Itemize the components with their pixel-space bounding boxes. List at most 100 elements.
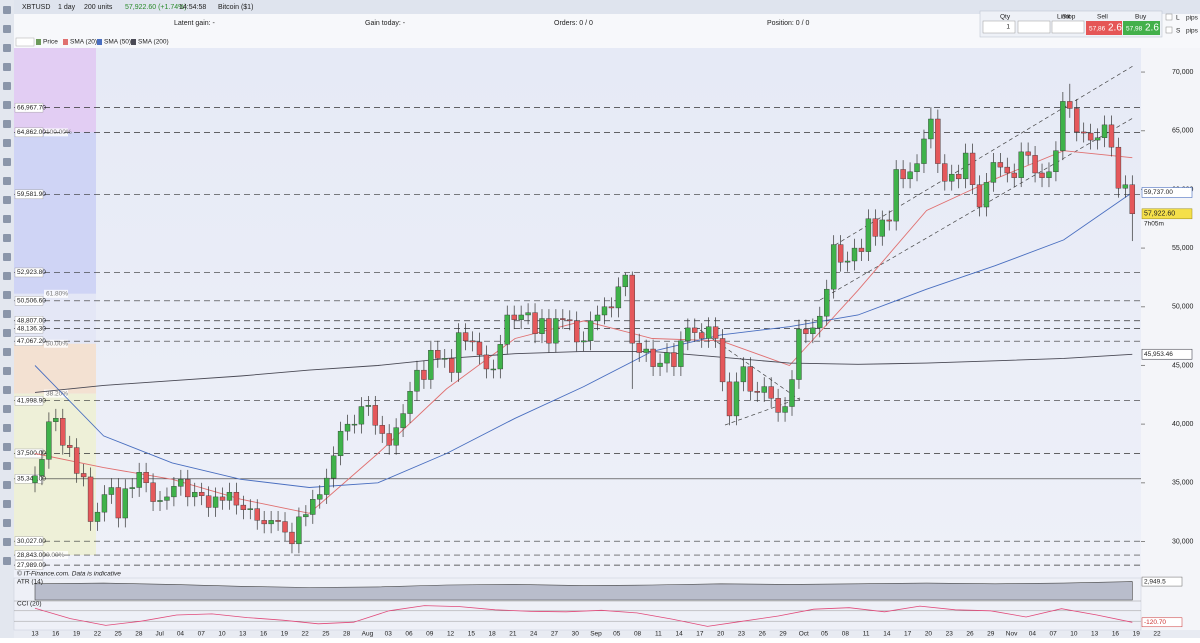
- tool-icon[interactable]: [3, 44, 11, 52]
- candle-body: [46, 421, 52, 460]
- candle-body: [80, 473, 87, 478]
- candle-body: [837, 244, 844, 263]
- fib-label-box: [44, 389, 68, 398]
- candle-body: [198, 491, 205, 496]
- candle-body: [476, 341, 483, 356]
- x-tick-label: 23: [738, 631, 746, 638]
- level-label-box: [14, 536, 44, 546]
- tool-icon[interactable]: [3, 82, 11, 90]
- candle-body: [824, 288, 830, 317]
- tool-icon[interactable]: [3, 348, 11, 356]
- candle-body: [733, 381, 740, 417]
- legend-swatch: [131, 39, 136, 45]
- buy-pips: 2.6: [1145, 23, 1159, 34]
- level-label: 48,807.00: [17, 317, 46, 324]
- tool-icon[interactable]: [3, 291, 11, 299]
- candle-body: [469, 340, 476, 343]
- tool-icon[interactable]: [3, 139, 11, 147]
- candle-body: [330, 455, 337, 479]
- tool-icon[interactable]: [3, 272, 11, 280]
- candle-body: [157, 500, 163, 502]
- candle-body: [32, 475, 38, 484]
- candle-body: [310, 499, 316, 515]
- legend-entry[interactable]: SMA (200): [138, 39, 169, 46]
- units[interactable]: 200 units: [84, 4, 113, 11]
- x-tick-label: 19: [73, 631, 81, 638]
- tool-icon[interactable]: [3, 386, 11, 394]
- tool-icon[interactable]: [3, 120, 11, 128]
- s-checkbox[interactable]: [1165, 26, 1173, 34]
- candle-body: [768, 386, 774, 399]
- s-label: S: [1176, 28, 1181, 35]
- interval[interactable]: 1 day: [58, 4, 76, 11]
- candle-body: [990, 162, 997, 183]
- candle-body: [337, 430, 344, 457]
- tool-icon[interactable]: [3, 424, 11, 432]
- tool-icon[interactable]: [3, 500, 11, 508]
- tool-icon[interactable]: [3, 329, 11, 337]
- candle-body: [740, 366, 747, 383]
- tool-icon[interactable]: [3, 25, 11, 33]
- level-label-box: [14, 448, 44, 459]
- tool-icon[interactable]: [3, 405, 11, 413]
- tool-icon[interactable]: [3, 196, 11, 204]
- fib-zone: [14, 132, 96, 294]
- level-label: 30,027.00: [17, 538, 46, 545]
- tool-icon[interactable]: [3, 177, 11, 185]
- legend-buttons[interactable]: [15, 37, 35, 47]
- x-tick-label: 11: [655, 631, 662, 638]
- tool-icon[interactable]: [3, 234, 11, 242]
- tool-icon[interactable]: [3, 6, 11, 14]
- candle-body: [830, 244, 837, 290]
- tool-icon[interactable]: [3, 158, 11, 166]
- atr-name: ATR (14): [17, 579, 43, 586]
- candle-body: [955, 173, 962, 180]
- x-tick-label: 05: [613, 631, 621, 638]
- legend: Price SMA (20) SMA (50) SMA (200): [15, 37, 169, 47]
- y-tick-label: 40,000: [1172, 421, 1194, 428]
- x-tick-label: 15: [468, 631, 476, 638]
- tool-icon[interactable]: [3, 253, 11, 261]
- fib-label-box: [44, 339, 68, 348]
- candle-body: [782, 406, 788, 413]
- x-tick-label: 19: [281, 631, 289, 638]
- tool-icon[interactable]: [3, 101, 11, 109]
- tool-icon[interactable]: [3, 519, 11, 527]
- tool-icon[interactable]: [3, 63, 11, 71]
- level-label-box: [14, 189, 44, 200]
- tool-icon[interactable]: [3, 538, 11, 546]
- x-tick-label: 13: [239, 631, 247, 638]
- candle-body: [872, 218, 879, 237]
- atr-value-label: 2,949.5: [1144, 578, 1166, 585]
- limit-input[interactable]: [1017, 20, 1051, 34]
- qty-input[interactable]: [982, 20, 1016, 34]
- limit-input-2[interactable]: [1051, 20, 1085, 34]
- candle-body: [407, 391, 413, 414]
- level-label-box: [14, 550, 44, 560]
- x-tick-label: 08: [842, 631, 850, 638]
- tool-icon[interactable]: [3, 310, 11, 318]
- top-bar: [0, 0, 1200, 14]
- cci-line: [34, 605, 1133, 627]
- candle-body: [608, 306, 615, 309]
- tool-icon[interactable]: [3, 443, 11, 451]
- l-checkbox[interactable]: [1165, 13, 1173, 21]
- tool-icon[interactable]: [3, 557, 11, 565]
- y-tick-label: 70,000: [1172, 69, 1194, 76]
- y-tick-label: 35,000: [1172, 480, 1194, 487]
- latent-gain: Latent gain: -: [174, 20, 216, 27]
- candle-body: [615, 286, 622, 309]
- legend-entry[interactable]: SMA (20): [70, 39, 97, 46]
- sell-button[interactable]: [1086, 21, 1122, 35]
- x-tick-label: 17: [696, 631, 704, 638]
- buy-button[interactable]: [1123, 21, 1160, 35]
- legend-price[interactable]: Price: [43, 39, 58, 46]
- tool-icon[interactable]: [3, 367, 11, 375]
- tool-icon[interactable]: [3, 481, 11, 489]
- tool-icon[interactable]: [3, 215, 11, 223]
- tool-icon[interactable]: [3, 462, 11, 470]
- symbol[interactable]: XBTUSD: [22, 4, 50, 11]
- candle-body: [317, 494, 323, 500]
- candle-body: [240, 504, 247, 511]
- legend-entry[interactable]: SMA (50): [104, 39, 131, 46]
